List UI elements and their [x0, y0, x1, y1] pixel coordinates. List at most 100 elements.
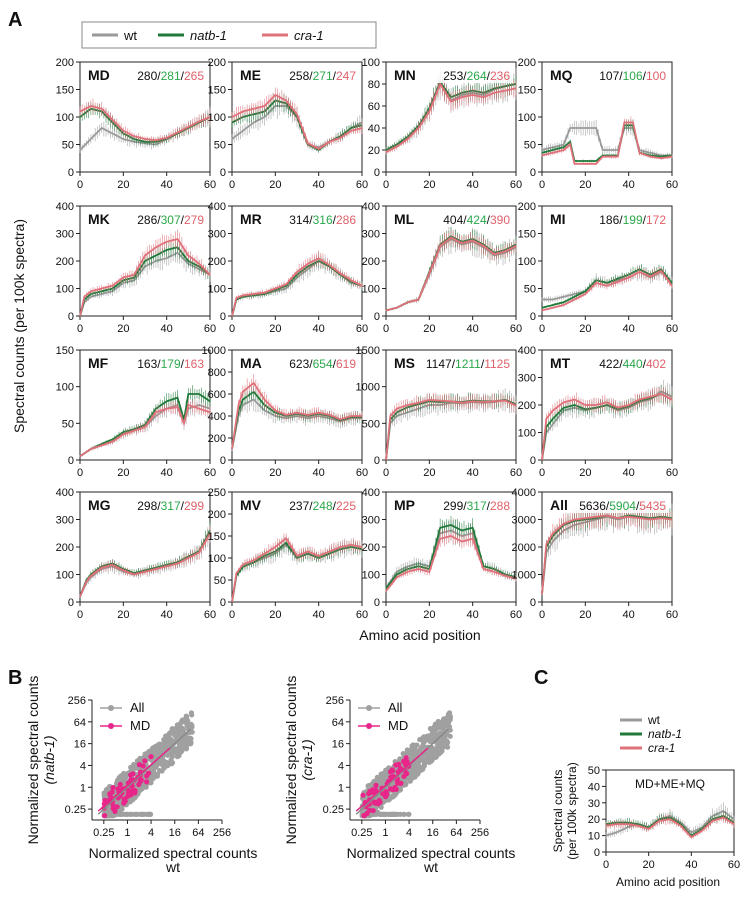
- count-value: 619: [336, 357, 356, 371]
- point-all: [188, 736, 194, 742]
- x-tick-label: 20: [117, 609, 129, 621]
- point-all: [131, 761, 137, 768]
- legend-natb-label: natb-1: [190, 28, 227, 43]
- count-separator: /: [636, 499, 640, 513]
- point-md: [372, 799, 378, 805]
- dipeptide-label: MP: [394, 497, 415, 513]
- point-all: [189, 712, 195, 718]
- count-value: 314: [289, 213, 309, 227]
- point-all: [380, 811, 387, 817]
- y-tick-label: 20: [368, 145, 380, 157]
- point-all: [107, 811, 113, 817]
- y-tick-label: 4000: [512, 487, 536, 499]
- count-value: 100: [646, 69, 666, 83]
- point-all: [428, 738, 434, 744]
- y-tick-label: 0: [530, 167, 536, 179]
- point-all: [442, 743, 448, 749]
- point-all: [154, 773, 160, 779]
- count-separator: /: [643, 213, 647, 227]
- count-separator: /: [643, 357, 647, 371]
- y-tick-label: 100: [208, 284, 226, 296]
- md-trend-line: [355, 747, 429, 812]
- x-tick-label: 20: [269, 467, 281, 479]
- count-label: 280/281/265: [137, 69, 204, 83]
- x-tick-label: 40: [313, 467, 325, 479]
- count-value: 440: [623, 357, 643, 371]
- count-value: 5435: [639, 499, 666, 513]
- panel-b-letter: B: [8, 667, 22, 689]
- point-all: [136, 788, 142, 795]
- subplot-frame: [231, 349, 363, 461]
- point-md: [110, 803, 116, 809]
- point-all: [439, 739, 445, 745]
- point-md: [121, 800, 127, 806]
- count-value: 271: [313, 69, 333, 83]
- y-tick-label: 0: [530, 597, 536, 609]
- legend-label: natb-1: [648, 727, 682, 741]
- y-tick-label: 200: [56, 542, 74, 554]
- dipeptide-label: MQ: [550, 67, 573, 83]
- x-tick-label: 20: [423, 609, 435, 621]
- y-tick-label: 800: [208, 367, 226, 379]
- count-value: 1125: [484, 357, 510, 371]
- x-tick-label: 40: [161, 179, 173, 191]
- y-tick-label: 400: [56, 201, 74, 213]
- point-all: [105, 786, 111, 792]
- point-md: [142, 758, 148, 764]
- subplot-frame: [385, 61, 517, 173]
- y-axis-label-units: (per 100k spectra): [565, 762, 579, 859]
- count-separator: /: [157, 499, 161, 513]
- label-bg: [546, 353, 668, 371]
- count-value: 404: [443, 213, 463, 227]
- label-bg: [390, 353, 512, 371]
- point-all: [132, 794, 138, 801]
- legend-md-label: MD: [130, 718, 150, 733]
- count-separator: /: [157, 357, 161, 371]
- x-tick-label: 0: [77, 467, 83, 479]
- y-tick-label: 0: [68, 311, 74, 323]
- legend-all-label: All: [388, 700, 403, 715]
- x-tick-label: 0: [229, 609, 235, 621]
- series-cra-line: [385, 236, 517, 312]
- point-md: [361, 813, 367, 819]
- x-tick-label: 20: [643, 859, 655, 871]
- dipeptide-label: MS: [394, 355, 415, 371]
- series-wt-line: [541, 127, 672, 157]
- point-all: [397, 787, 404, 793]
- x-tick-label: 20: [117, 323, 129, 335]
- x-tick-label: 256: [213, 827, 231, 839]
- count-value: 163: [137, 357, 157, 371]
- x-tick-label: 60: [356, 179, 368, 191]
- y-axis-label-strain: (cra-1): [299, 739, 315, 780]
- point-md: [148, 754, 154, 760]
- legend-wt-label: wt: [123, 28, 137, 43]
- point-all: [440, 725, 446, 732]
- point-md: [396, 761, 402, 768]
- y-axis-label: Normalized spectral counts: [283, 676, 299, 845]
- x-tick-label: 16: [169, 827, 181, 839]
- y-tick-label: 50: [524, 140, 536, 152]
- count-separator: /: [309, 213, 313, 227]
- label-bg: [390, 65, 512, 83]
- y-tick-label: 150: [56, 85, 74, 97]
- x-tick-label: 20: [579, 323, 591, 335]
- y-tick-label: 50: [214, 575, 226, 587]
- legend-cra-label: cra-1: [294, 28, 324, 43]
- point-all: [412, 767, 418, 773]
- count-label: 623/654/619: [289, 357, 356, 371]
- x-tick-label: 40: [685, 859, 697, 871]
- x-tick-label: 40: [467, 609, 479, 621]
- x-tick-label: 0: [229, 467, 235, 479]
- count-value: 1147: [426, 357, 452, 371]
- point-all: [118, 773, 124, 779]
- legend-label: wt: [647, 713, 661, 727]
- count-value: 265: [184, 69, 204, 83]
- x-tick-label: 20: [579, 179, 591, 191]
- count-separator: /: [463, 213, 467, 227]
